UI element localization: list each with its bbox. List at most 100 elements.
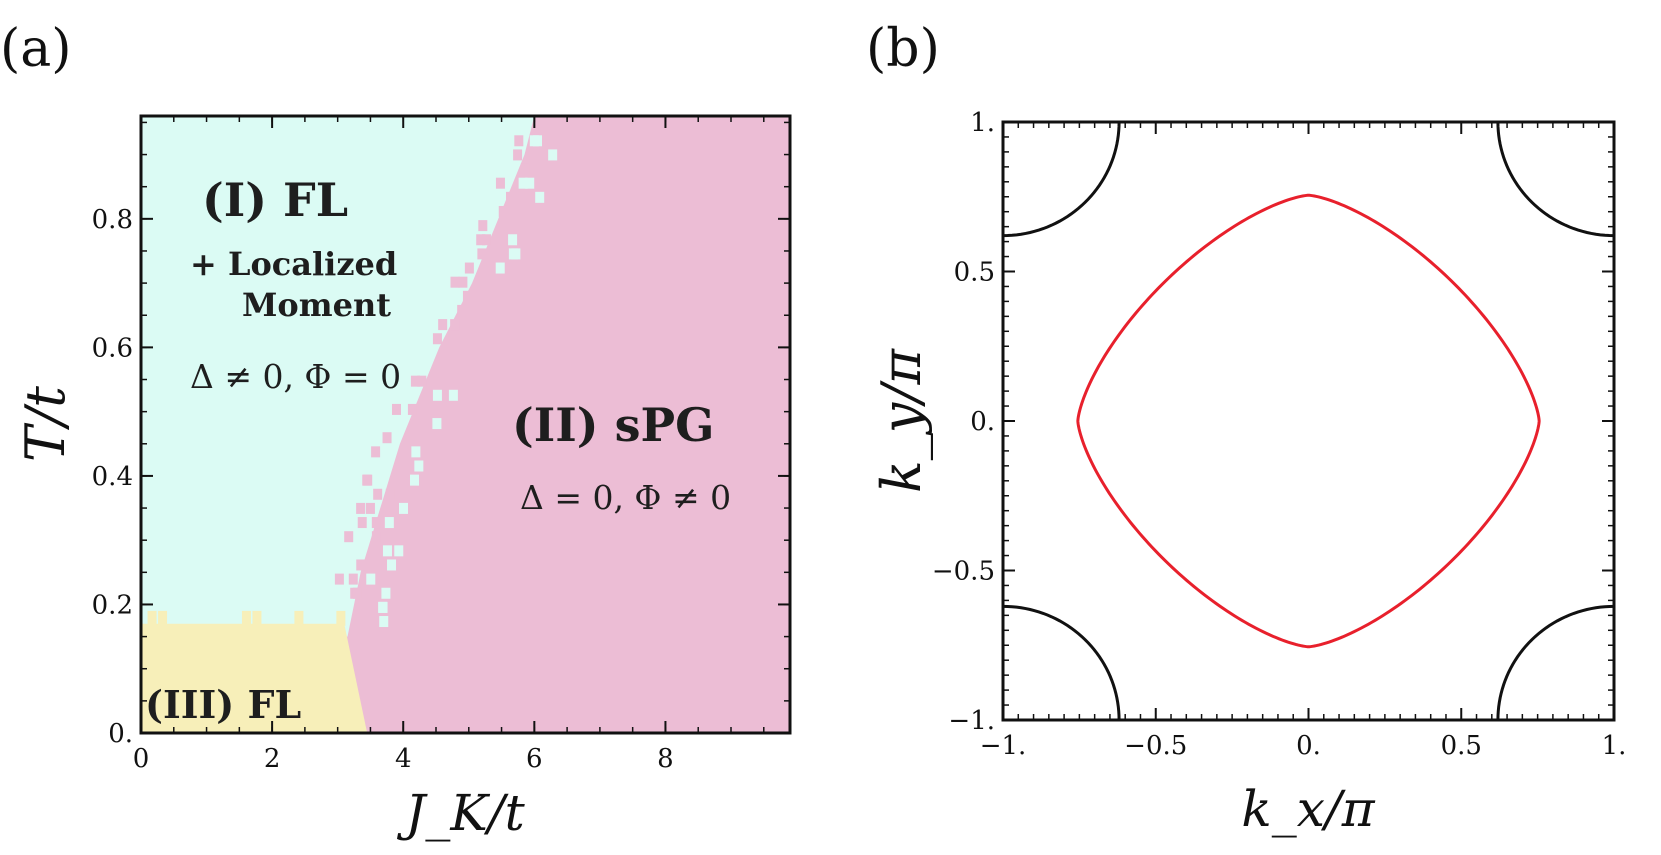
boundary-pixel bbox=[366, 573, 376, 585]
x-tick-label: 1. bbox=[1602, 731, 1627, 761]
boundary-pixel bbox=[432, 389, 442, 401]
boundary-pixel bbox=[334, 573, 344, 585]
corner-arc-bottom-right bbox=[1496, 604, 1615, 721]
boundary-pixel bbox=[535, 191, 545, 203]
boundary-pixel bbox=[520, 163, 530, 175]
boundary-pixel bbox=[379, 616, 389, 628]
boundary-pixel bbox=[356, 559, 366, 571]
y-tick-label: 1. bbox=[970, 108, 995, 138]
boundary-pixel bbox=[410, 474, 420, 486]
y-tick-label: 0.2 bbox=[92, 590, 133, 620]
x-tick-label: −1. bbox=[980, 731, 1027, 761]
boundary-pixel bbox=[252, 610, 262, 626]
ylabel-t: T/t bbox=[14, 386, 77, 462]
boundary-pixel bbox=[410, 375, 420, 387]
boundary-pixel bbox=[457, 304, 467, 316]
boundary-pixel bbox=[352, 587, 362, 599]
boundary-pixel bbox=[398, 502, 408, 514]
region-cond-spg: Δ = 0, Φ ≠ 0 bbox=[520, 478, 731, 517]
boundary-pixel bbox=[294, 610, 304, 626]
boundary-pixel bbox=[382, 432, 392, 444]
ticks-b: −1. −0.5 0. 0.5 1. −1. −0.5 0. 0.5 1. bbox=[932, 108, 1627, 761]
xlabel-kx: k_x/π bbox=[1241, 780, 1375, 838]
boundary-pixel bbox=[432, 418, 442, 430]
boundary-pixel bbox=[508, 248, 518, 260]
boundary-pixel bbox=[356, 502, 366, 514]
corner-arc-top-right bbox=[1496, 121, 1615, 238]
boundary-pixel bbox=[495, 177, 505, 189]
boundary-pixel bbox=[462, 290, 472, 302]
ylabel-ky: k_y/π bbox=[870, 348, 933, 493]
boundary-pixel bbox=[411, 446, 421, 458]
boundary-pixel bbox=[371, 446, 381, 458]
fermi-surface-plot: −1. −0.5 0. 0.5 1. −1. −0.5 0. 0.5 1. k_x/π k_y/π bbox=[870, 108, 1626, 838]
ticks-a: 0 2 4 6 8 0. 0.2 0.4 0.6 0.8 bbox=[92, 116, 790, 774]
y-tick-label: 0. bbox=[108, 719, 133, 749]
x-tick-label: 0. bbox=[1296, 731, 1321, 761]
boundary-pixel bbox=[381, 587, 391, 599]
y-tick-label: −0.5 bbox=[932, 557, 995, 587]
region-sub-plus-localized: + Localized bbox=[190, 245, 397, 283]
region-fl-fill bbox=[141, 116, 535, 637]
x-tick-label: 8 bbox=[657, 744, 674, 774]
phase-diagram: 0 2 4 6 8 0. 0.2 0.4 0.6 0.8 (I) FL + Localized M… bbox=[14, 114, 792, 842]
y-tick-label: 0. bbox=[970, 407, 995, 437]
panel-label-a: (a) bbox=[0, 19, 72, 79]
region-label-fl3: (III) FL bbox=[145, 682, 301, 727]
y-tick-label: 0.6 bbox=[92, 333, 133, 363]
plot-bg-b bbox=[1003, 122, 1614, 720]
region-sub-moment: Moment bbox=[242, 286, 391, 324]
y-tick-label: 0.8 bbox=[92, 205, 133, 235]
y-tick-label: 0.5 bbox=[954, 258, 995, 288]
region-label-spg: (II) sPG bbox=[512, 398, 714, 452]
boundary-pixel bbox=[506, 191, 516, 203]
boundary-pixel bbox=[348, 573, 358, 585]
boundary-pixel bbox=[158, 610, 168, 626]
boundary-pixel bbox=[378, 601, 388, 613]
boundary-pixel bbox=[382, 545, 392, 557]
boundary-pixel bbox=[513, 149, 523, 161]
phase-regions bbox=[141, 116, 790, 733]
x-tick-label: 0 bbox=[133, 744, 150, 774]
xlabel-jk: J_K/t bbox=[396, 784, 525, 842]
region-fl3-fill bbox=[141, 623, 368, 733]
boundary-pixel bbox=[417, 375, 427, 387]
region-label-fl: (I) FL bbox=[202, 173, 348, 227]
boundary-pixel bbox=[432, 333, 442, 345]
boundary-pixel bbox=[384, 517, 394, 529]
corner-arc-bottom-left bbox=[1002, 604, 1121, 721]
boundary-pixel bbox=[450, 276, 460, 288]
boundary-pixel bbox=[478, 220, 488, 232]
boundary-pixel bbox=[385, 488, 395, 500]
boundary-pixel bbox=[387, 559, 397, 571]
boundary-pixel bbox=[371, 531, 381, 543]
boundary-pixel bbox=[498, 205, 508, 217]
boundary-pixel bbox=[508, 234, 518, 246]
boundary-pixel bbox=[548, 149, 558, 161]
boundary-pixel bbox=[336, 610, 346, 626]
boundary-pixel bbox=[391, 403, 401, 415]
boundary-pixel bbox=[394, 545, 404, 557]
boundary-pixel bbox=[481, 234, 491, 246]
boundary-pixel bbox=[438, 319, 448, 331]
boundary-pixel bbox=[476, 234, 486, 246]
boundary-pixel bbox=[450, 319, 460, 331]
x-tick-label: −0.5 bbox=[1124, 731, 1187, 761]
x-tick-label: 2 bbox=[264, 744, 281, 774]
boundary-pixel bbox=[529, 135, 539, 147]
boundary-pixel bbox=[365, 502, 375, 514]
boundary-pixel bbox=[407, 403, 417, 415]
boundary-pixel bbox=[414, 460, 424, 472]
y-tick-label: 0.4 bbox=[92, 462, 133, 492]
boundary-pixel bbox=[477, 248, 487, 260]
boundary-pixel bbox=[241, 610, 251, 626]
boundary-pixel bbox=[495, 262, 505, 274]
x-tick-label: 6 bbox=[526, 744, 543, 774]
boundary-pixel bbox=[464, 262, 474, 274]
boundary-pixel bbox=[371, 517, 381, 529]
corner-arc-top-left bbox=[1002, 121, 1121, 238]
x-tick-label: 4 bbox=[395, 744, 412, 774]
boundary-pixel bbox=[357, 517, 367, 529]
x-tick-label: 0.5 bbox=[1441, 731, 1482, 761]
